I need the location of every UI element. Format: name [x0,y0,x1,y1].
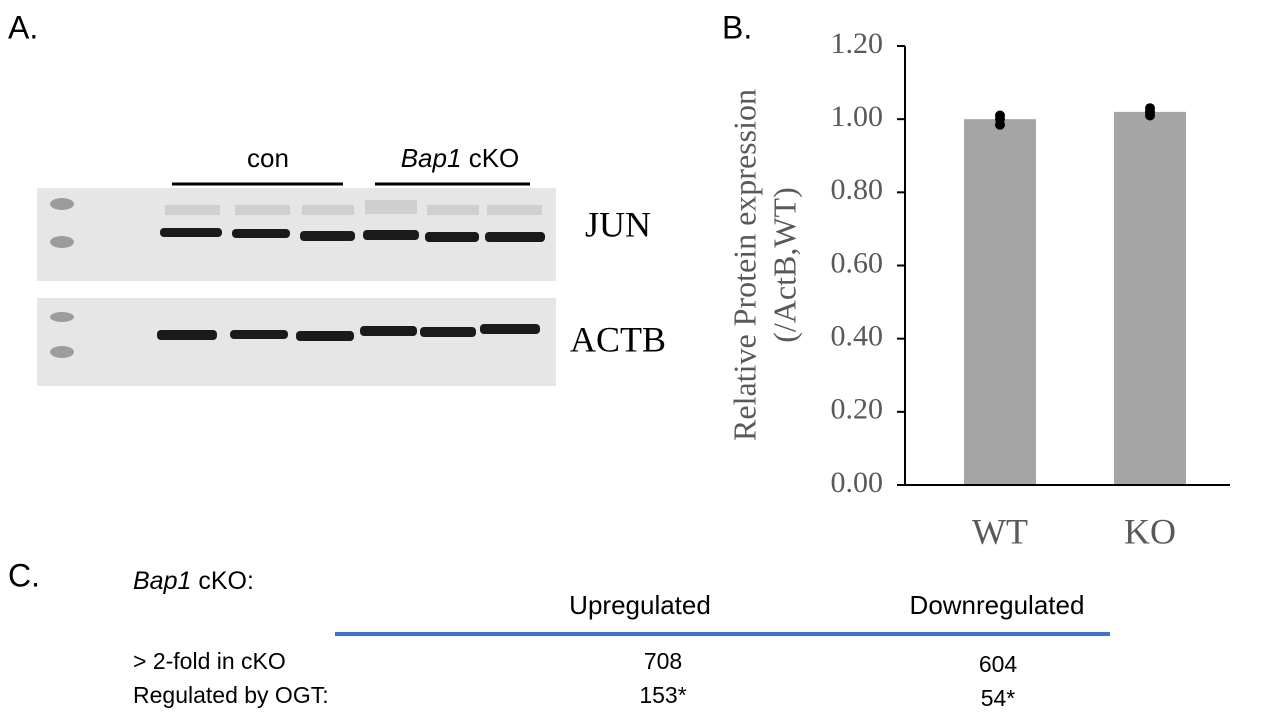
table-body: > 2-fold in cKO 708 604 Regulated by OGT: 15… [133,648,1017,711]
table-title-suffix: cKO: [198,567,254,595]
y-tick-label: 0.60 [831,246,884,279]
y-tick-label: 0.80 [831,173,884,206]
cell: 153* [639,682,686,708]
y-tick-label: 1.20 [831,27,884,60]
group-label: con [247,143,289,173]
cell: 604 [979,651,1018,677]
panel-label: A. [8,9,38,45]
data-point [995,111,1005,121]
blot-image [37,188,556,386]
panel-label: C. [8,557,40,593]
blot-label: ACTB [570,319,666,359]
gene: Bap1 [401,143,462,173]
column-header: Downregulated [910,590,1085,620]
y-tick-label: 0.20 [831,393,884,426]
y-tick-label: 1.00 [831,100,884,133]
x-tick-label: WT [972,511,1028,551]
column-header: Upregulated [569,590,711,620]
gene: Bap1 [133,567,191,595]
y-tick-label: 0.00 [831,466,884,499]
cell: 54* [981,685,1016,711]
row-label: > 2-fold in cKO [133,648,286,674]
group-label-suffix: cKO [469,143,520,173]
y-axis-title: (/ActB,WT) [766,187,802,343]
x-tick-label: KO [1124,511,1176,551]
y-axis-title: Relative Protein expression [726,89,762,441]
bar [1114,112,1186,485]
panel-label: B. [722,9,752,45]
blot-label: JUN [585,204,651,244]
chart: Relative Protein expression (/ActB,WT) 0… [726,27,1230,551]
y-tick-label: 0.40 [831,320,884,353]
bar [964,119,1036,485]
table-title: Bap1 cKO: [133,567,254,595]
cell: 708 [644,648,682,674]
row-label: Regulated by OGT: [133,682,329,708]
data-point [1145,103,1155,113]
figure-svg: A. B. C. con Bap1 cKO JUN ACTB Relative … [0,0,1277,719]
group-label: Bap1 cKO [401,143,520,173]
figure: A. B. C. con Bap1 cKO JUN ACTB Relative … [0,0,1277,719]
